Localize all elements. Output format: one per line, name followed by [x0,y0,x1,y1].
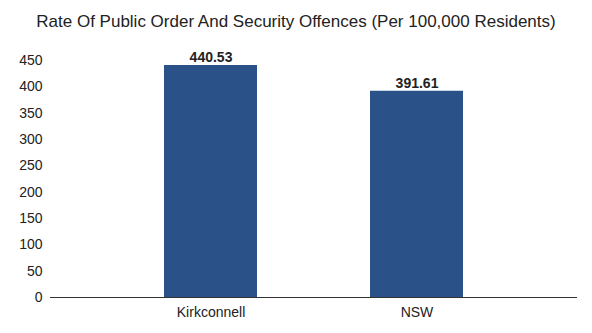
svg-text:Kirkconnell: Kirkconnell [177,304,245,320]
svg-text:250: 250 [19,157,43,173]
svg-text:400: 400 [19,78,43,94]
svg-text:50: 50 [27,263,43,279]
svg-text:NSW: NSW [401,304,434,320]
svg-text:300: 300 [19,131,43,147]
svg-text:440.53: 440.53 [190,49,233,65]
svg-text:150: 150 [19,210,43,226]
svg-text:391.61: 391.61 [396,75,439,91]
svg-text:100: 100 [19,236,43,252]
svg-text:0: 0 [35,289,43,305]
svg-text:450: 450 [19,52,43,68]
svg-text:200: 200 [19,184,43,200]
html-text:Rate Of Public Order And Secur: Rate Of Public Order And Security Offenc… [36,12,556,31]
svg-text:350: 350 [19,105,43,121]
